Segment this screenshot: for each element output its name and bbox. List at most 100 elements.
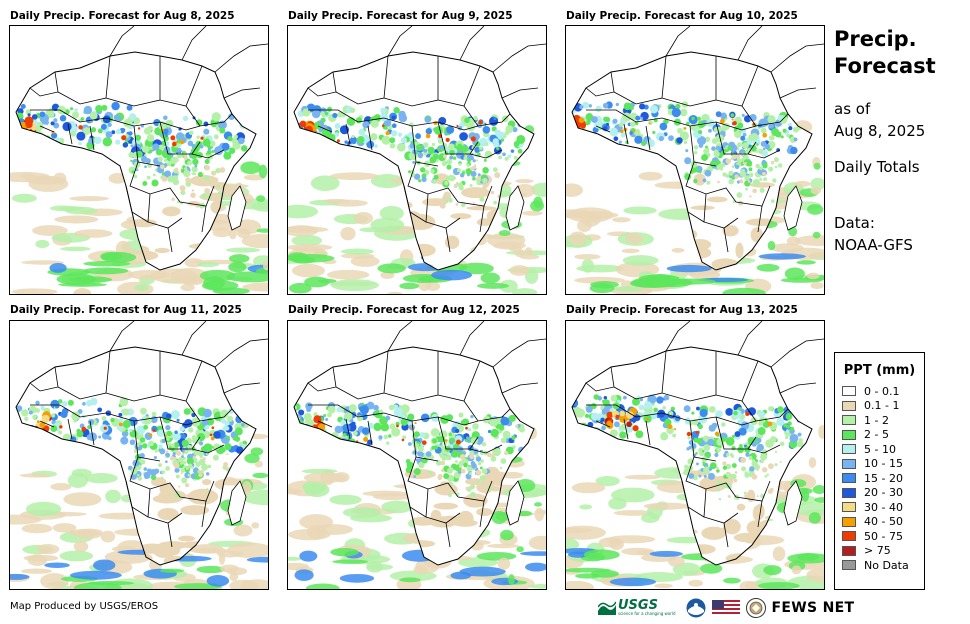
country-borders <box>29 350 233 548</box>
legend-item: 50 - 75 <box>842 529 924 544</box>
northern-boundaries <box>387 26 546 99</box>
as-of-label: as of <box>834 100 871 118</box>
legend-swatch <box>842 444 856 455</box>
legend-label: 0.1 - 1 <box>864 399 900 413</box>
map-panel-2 <box>287 25 547 295</box>
usgs-text: USGS <box>618 597 658 613</box>
sidebar-title: Precip. Forecast <box>834 26 964 80</box>
africa-coastline <box>293 346 535 566</box>
africa-precip-map-1 <box>10 26 268 294</box>
northern-boundaries <box>109 321 268 394</box>
legend-swatch <box>842 560 856 571</box>
legend-item: 30 - 40 <box>842 500 924 515</box>
country-borders <box>585 350 789 548</box>
land-precip-field <box>16 52 256 270</box>
panel-title-5: Daily Precip. Forecast for Aug 12, 2025 <box>288 304 520 316</box>
usaid-seal-icon <box>745 598 766 618</box>
country-borders <box>307 350 511 548</box>
africa-coastline <box>15 346 257 566</box>
legend-label: 1 - 2 <box>864 413 889 427</box>
usgs-wave-icon <box>598 601 616 615</box>
sidebar-title-line1: Precip. <box>834 27 917 51</box>
sidebar-info: Precip. Forecast as of Aug 8, 2025 Daily… <box>834 26 964 256</box>
madagascar-outline <box>783 185 803 231</box>
data-source-label: Data: <box>834 214 875 232</box>
africa-precip-map-4 <box>10 321 268 589</box>
land-precip-field <box>572 347 812 565</box>
legend-swatch <box>842 386 856 397</box>
legend-swatch <box>842 502 856 513</box>
legend-label: 20 - 30 <box>864 486 903 500</box>
legend-title: PPT (mm) <box>843 363 916 378</box>
legend-item: 0.1 - 1 <box>842 399 924 414</box>
map-panel-4 <box>9 320 269 590</box>
data-source: Data: NOAA-GFS <box>834 212 964 256</box>
northern-boundaries <box>387 321 546 394</box>
legend-swatch <box>842 458 856 469</box>
northern-boundaries <box>665 26 824 99</box>
map-panel-5 <box>287 320 547 590</box>
legend-label: 2 - 5 <box>864 428 889 442</box>
map-panel-6 <box>565 320 825 590</box>
madagascar-outline <box>505 185 525 231</box>
legend-item: 2 - 5 <box>842 428 924 443</box>
legend-label: 15 - 20 <box>864 471 903 485</box>
legend-swatch <box>842 545 856 556</box>
africa-coastline <box>571 346 813 566</box>
country-borders <box>307 55 511 253</box>
northern-boundaries <box>109 26 268 99</box>
us-flag-icon <box>711 600 740 616</box>
map-credit: Map Produced by USGS/EROS <box>10 601 159 612</box>
legend-item: No Data <box>842 558 924 573</box>
usgs-logo: USGS science for a changing world <box>598 597 676 616</box>
data-source-value: NOAA-GFS <box>834 236 913 254</box>
map-panel-1 <box>9 25 269 295</box>
legend-label: 5 - 10 <box>864 442 896 456</box>
africa-coastline <box>293 51 535 271</box>
legend-swatch <box>842 415 856 426</box>
panel-title-3: Daily Precip. Forecast for Aug 10, 2025 <box>566 10 798 22</box>
madagascar-outline <box>505 480 525 526</box>
panel-title-1: Daily Precip. Forecast for Aug 8, 2025 <box>10 10 235 22</box>
northern-boundaries <box>665 321 824 394</box>
legend-item: > 75 <box>842 544 924 559</box>
africa-precip-map-3 <box>566 26 824 294</box>
legend-label: 30 - 40 <box>864 500 903 514</box>
africa-coastline <box>15 51 257 271</box>
legend-item: 20 - 30 <box>842 486 924 501</box>
totals-label: Daily Totals <box>834 158 920 176</box>
map-panel-3 <box>565 25 825 295</box>
footer-logos: USGS science for a changing world FEWS N… <box>598 598 854 618</box>
legend-label: 0 - 0.1 <box>864 384 900 398</box>
as-of-value: Aug 8, 2025 <box>834 122 926 140</box>
madagascar-outline <box>227 185 247 231</box>
legend-item: 1 - 2 <box>842 413 924 428</box>
legend-item: 40 - 50 <box>842 515 924 530</box>
country-borders <box>29 55 233 253</box>
legend-item: 5 - 10 <box>842 442 924 457</box>
legend-item: 0 - 0.1 <box>842 384 924 399</box>
legend-item: 10 - 15 <box>842 457 924 472</box>
legend-swatch <box>842 400 856 411</box>
legend-swatch <box>842 473 856 484</box>
as-of-date: as of Aug 8, 2025 <box>834 98 964 142</box>
madagascar-outline <box>783 480 803 526</box>
madagascar-outline <box>227 480 247 526</box>
usgs-tagline: science for a changing world <box>618 610 676 616</box>
legend-label: No Data <box>864 558 909 572</box>
noaa-logo-icon <box>686 598 706 618</box>
legend-label: 40 - 50 <box>864 515 903 529</box>
legend-item: 15 - 20 <box>842 471 924 486</box>
legend-label: > 75 <box>864 544 891 558</box>
panel-title-6: Daily Precip. Forecast for Aug 13, 2025 <box>566 304 798 316</box>
africa-precip-map-2 <box>288 26 546 294</box>
africa-precip-map-5 <box>288 321 546 589</box>
panel-title-2: Daily Precip. Forecast for Aug 9, 2025 <box>288 10 513 22</box>
legend-swatch <box>842 531 856 542</box>
fewsnet-logo-text: FEWS NET <box>771 600 855 616</box>
country-borders <box>585 55 789 253</box>
legend-label: 50 - 75 <box>864 529 903 543</box>
africa-coastline <box>571 51 813 271</box>
legend-swatch <box>842 429 856 440</box>
